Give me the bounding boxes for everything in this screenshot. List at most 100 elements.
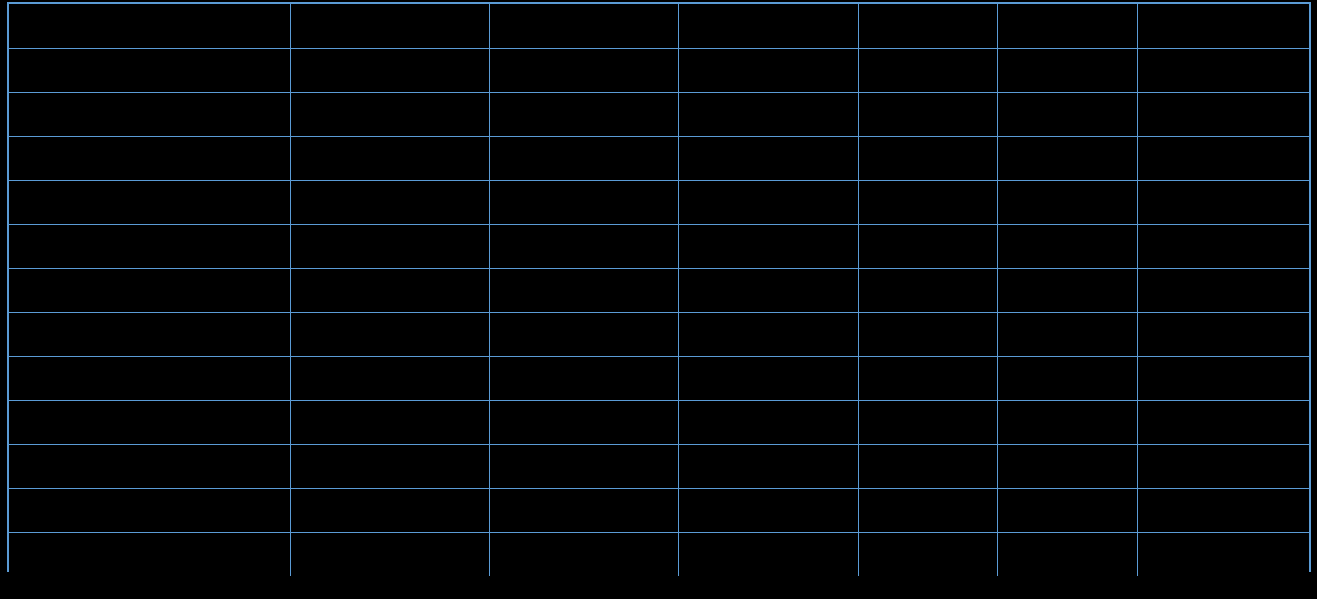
table-cell [858, 48, 998, 92]
table-cell [9, 488, 290, 532]
data-table [9, 4, 1309, 576]
table-cell [490, 268, 679, 312]
table-cell [290, 136, 489, 180]
table-row [9, 444, 1309, 488]
table-cell [490, 4, 679, 48]
table-cell [9, 48, 290, 92]
table-cell [9, 180, 290, 224]
table-cell [1137, 180, 1309, 224]
table-cell [490, 224, 679, 268]
table-cell [858, 312, 998, 356]
table-cell [998, 488, 1138, 532]
table-cell [490, 532, 679, 576]
table-cell [679, 92, 858, 136]
table-row [9, 180, 1309, 224]
table-cell [9, 532, 290, 576]
table-cell [490, 444, 679, 488]
table-cell [290, 444, 489, 488]
table-cell [290, 268, 489, 312]
table-cell [1137, 4, 1309, 48]
table-cell [858, 4, 998, 48]
table-cell [290, 400, 489, 444]
table-cell [998, 400, 1138, 444]
table-cell [290, 312, 489, 356]
table-cell [998, 532, 1138, 576]
table-cell [998, 48, 1138, 92]
table-cell [679, 224, 858, 268]
table-cell [290, 532, 489, 576]
table-cell [998, 180, 1138, 224]
table-cell [998, 224, 1138, 268]
table-cell [490, 180, 679, 224]
table-cell [1137, 92, 1309, 136]
table-cell [290, 4, 489, 48]
table-row [9, 92, 1309, 136]
table-cell [679, 356, 858, 400]
table-cell [679, 400, 858, 444]
table-cell [679, 180, 858, 224]
table-cell [9, 444, 290, 488]
table-cell [858, 532, 998, 576]
table-row [9, 268, 1309, 312]
table-cell [679, 4, 858, 48]
table-cell [679, 444, 858, 488]
table-cell [998, 4, 1138, 48]
table-cell [1137, 488, 1309, 532]
table-cell [490, 312, 679, 356]
table-cell [1137, 400, 1309, 444]
table-cell [1137, 224, 1309, 268]
table-cell [290, 224, 489, 268]
table-cell [679, 532, 858, 576]
table-cell [290, 92, 489, 136]
table-cell [858, 180, 998, 224]
table-row [9, 136, 1309, 180]
table-cell [490, 92, 679, 136]
table-cell [679, 136, 858, 180]
table-cell [290, 356, 489, 400]
table-cell [9, 92, 290, 136]
table-cell [679, 48, 858, 92]
table-cell [1137, 356, 1309, 400]
table-cell [858, 136, 998, 180]
table-row [9, 400, 1309, 444]
table-cell [679, 268, 858, 312]
table-cell [9, 400, 290, 444]
table-cell [490, 136, 679, 180]
table-cell [290, 48, 489, 92]
table-cell [1137, 444, 1309, 488]
table-cell [998, 356, 1138, 400]
table-cell [290, 488, 489, 532]
table-cell [490, 400, 679, 444]
table-cell [858, 224, 998, 268]
table-cell [9, 4, 290, 48]
table-cell [1137, 136, 1309, 180]
table-row [9, 224, 1309, 268]
table-cell [998, 136, 1138, 180]
table-cell [490, 356, 679, 400]
table-row [9, 356, 1309, 400]
table-row [9, 532, 1309, 576]
table-cell [998, 444, 1138, 488]
table-row [9, 48, 1309, 92]
table-cell [1137, 312, 1309, 356]
table-cell [490, 488, 679, 532]
table-row [9, 488, 1309, 532]
table-cell [858, 444, 998, 488]
table-cell [1137, 268, 1309, 312]
table-cell [9, 224, 290, 268]
table-cell [679, 488, 858, 532]
data-table-container [7, 2, 1311, 572]
table-row [9, 4, 1309, 48]
table-cell [858, 268, 998, 312]
table-cell [1137, 48, 1309, 92]
table-cell [858, 488, 998, 532]
table-row [9, 312, 1309, 356]
table-cell [998, 312, 1138, 356]
table-cell [9, 136, 290, 180]
table-cell [858, 400, 998, 444]
table-cell [998, 92, 1138, 136]
table-cell [9, 356, 290, 400]
table-cell [1137, 532, 1309, 576]
table-cell [9, 268, 290, 312]
table-cell [858, 92, 998, 136]
